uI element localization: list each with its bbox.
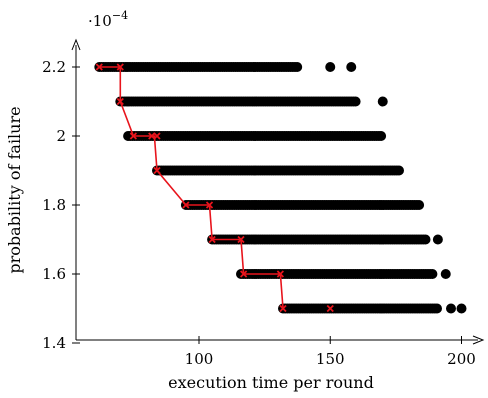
- scatter-point: [446, 303, 456, 314]
- axes: [71, 38, 485, 345]
- pareto-point-marker: [326, 304, 334, 313]
- pareto-point-marker: [153, 166, 161, 175]
- y-multiplier-label: ·10−4: [88, 9, 128, 30]
- y-axis-label: probability of failure: [5, 106, 24, 273]
- pareto-point-marker: [205, 201, 214, 209]
- pareto-point-marker: [153, 132, 161, 140]
- pareto-front-layer: [95, 63, 334, 313]
- scatter-row: [278, 303, 467, 314]
- scatter-point: [394, 165, 404, 176]
- x-axis-arrow: [472, 335, 485, 345]
- pareto-point-marker: [116, 63, 124, 71]
- scatter-point: [377, 96, 388, 107]
- scatter-point: [292, 62, 303, 72]
- scatter-point: [350, 96, 361, 107]
- scatter-point: [456, 303, 467, 314]
- y-multiplier-base: ·10: [88, 12, 112, 30]
- scatter-point: [376, 131, 387, 141]
- scatter-point: [440, 269, 451, 279]
- pareto-point-marker: [116, 97, 124, 106]
- scatter-row: [207, 234, 443, 245]
- y-tick-label: 2: [56, 127, 66, 145]
- scatter-row: [123, 131, 387, 141]
- y-axis-arrow: [71, 38, 81, 51]
- scatter-point: [414, 200, 425, 210]
- x-tick-label: 150: [316, 350, 345, 368]
- scatter-point: [427, 269, 438, 279]
- pareto-point-marker: [276, 270, 285, 278]
- pareto-point-marker: [95, 63, 103, 71]
- scatter-row: [180, 200, 425, 210]
- pareto-point-marker: [129, 132, 138, 140]
- pareto-point-marker: [237, 235, 245, 244]
- scatter-row: [152, 165, 404, 176]
- x-tick-label: 100: [185, 350, 214, 368]
- pareto-point-marker: [208, 235, 216, 244]
- x-tick-label: 200: [447, 350, 476, 368]
- y-tick-label: 1.6: [42, 265, 66, 283]
- y-tick-label: 1.8: [42, 196, 66, 214]
- pareto-point-marker: [182, 201, 190, 209]
- pareto-point-marker: [239, 270, 248, 278]
- y-tick-label: 1.4: [42, 334, 66, 352]
- scatter-point: [420, 234, 431, 245]
- x-axis-label: execution time per round: [168, 373, 374, 392]
- y-tick-label: 2.2: [42, 58, 66, 76]
- scatter-row: [115, 96, 388, 107]
- ticks-layer: 100 150 200 1.4 1.6 1.8 2 2.2: [42, 58, 476, 368]
- scatter-point: [432, 234, 443, 245]
- pareto-point-marker: [279, 304, 287, 313]
- scatter-point: [432, 303, 442, 314]
- scatter-point: [325, 62, 336, 72]
- y-multiplier-exponent: −4: [112, 9, 128, 22]
- scatter-row: [94, 62, 357, 72]
- scatter-point: [346, 62, 357, 72]
